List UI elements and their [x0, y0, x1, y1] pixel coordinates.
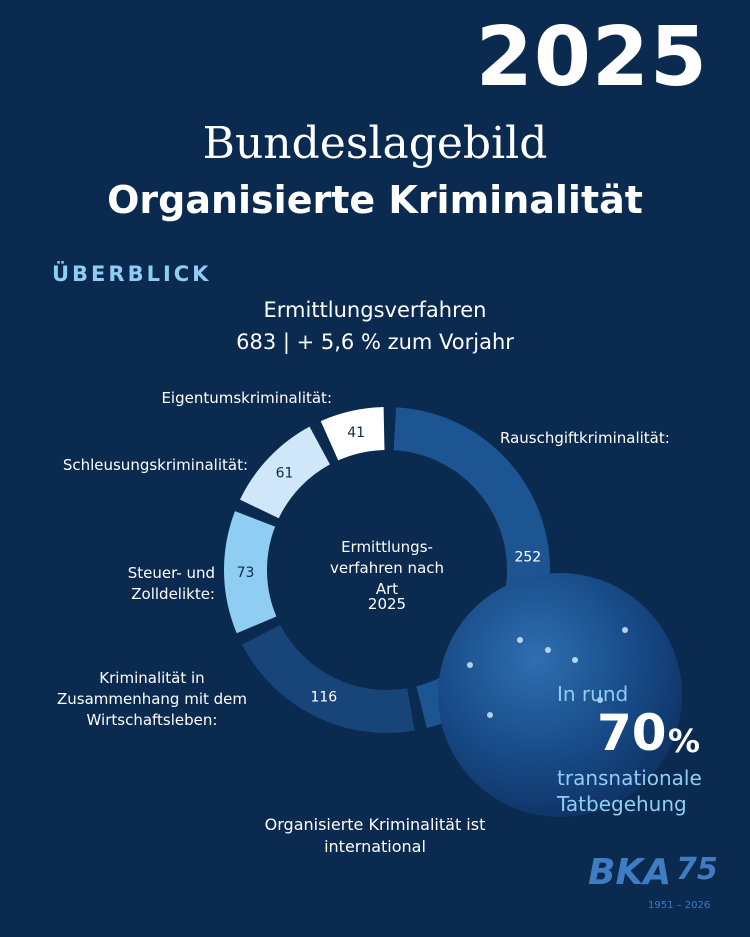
- globe-light: [467, 662, 473, 668]
- donut-segment: [320, 407, 385, 461]
- section-label: ÜBERBLICK: [52, 262, 212, 286]
- donut-segment: [224, 511, 277, 634]
- category-label: Schleusungskriminalität:: [62, 456, 248, 474]
- globe-line: transnationale: [557, 766, 702, 790]
- value-label: 41: [347, 425, 365, 441]
- center-label: Ermittlungs-verfahren nach Art: [329, 538, 445, 598]
- globe: [438, 573, 682, 817]
- globe-light: [517, 637, 523, 643]
- value-label: 116: [310, 690, 337, 706]
- summary-heading: Ermittlungsverfahren: [263, 298, 487, 322]
- title-line: Bundeslagebild: [202, 118, 548, 169]
- globe-unit: %: [668, 722, 701, 760]
- donut-segment: [242, 624, 415, 733]
- globe-light: [572, 657, 578, 663]
- globe-light: [622, 627, 628, 633]
- globe-light: [597, 697, 603, 703]
- value-label: 252: [514, 550, 541, 566]
- globe-number: 70: [597, 704, 667, 762]
- title-line: Organisierte Kriminalität: [107, 178, 643, 222]
- donut-segment: [239, 426, 330, 519]
- center-year: 2025: [367, 595, 407, 613]
- value-label: 61: [276, 465, 294, 481]
- logo-name: BKA: [588, 852, 672, 893]
- logo-number: 75: [676, 852, 718, 887]
- summary-detail: 683 | + 5,6 % zum Vorjahr: [236, 330, 514, 354]
- footer-text: Organisierte Kriminalität ist internatio…: [264, 815, 486, 856]
- logo-years: 1951 – 2026: [648, 900, 711, 911]
- globe-intro: In rund: [557, 682, 629, 706]
- category-label: Kriminalität in Zusammenhang mit dem Wir…: [56, 669, 248, 729]
- year: 2025: [475, 10, 708, 105]
- globe-light: [545, 647, 551, 653]
- value-label: 73: [237, 565, 255, 581]
- category-label: Rauschgiftkriminalität:: [500, 429, 670, 447]
- globe-line: Tatbegehung: [557, 792, 687, 816]
- category-label: Eigentumskriminalität:: [161, 389, 332, 407]
- globe-light: [487, 712, 493, 718]
- category-label: Steuer- und Zolldelikte:: [127, 564, 215, 603]
